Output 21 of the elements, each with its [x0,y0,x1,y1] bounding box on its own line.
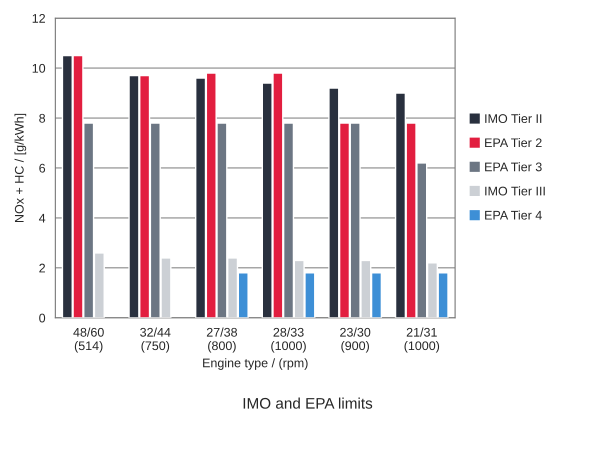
y-tick-label: 6 [39,164,46,173]
x-tick-label: 48/60 (514) [73,328,104,353]
y-tick-label: 4 [38,214,46,222]
x-tick-label: 27/38 (800) [206,328,238,353]
legend-label: IMO Tier III [485,186,545,196]
y-tick-label: 8 [39,114,46,123]
text: IMO and EPA limits [244,398,372,409]
x-tick-label: 28/33 (1000) [271,328,306,353]
x-tick-label: 23/30 (900) [340,328,370,353]
legend-label: IMO Tier II [485,114,542,124]
y-tick-label: 0 [39,314,46,322]
x-tick-label: 32/44 (750) [140,328,171,353]
legend-label: EPA Tier 2 [485,138,542,148]
y-tick-label: 10 [32,64,46,73]
y-tick-label: 2 [39,264,45,272]
x-axis-title: Engine type / (rpm) [203,358,308,370]
legend-label: EPA Tier 3 [485,162,542,172]
legend-label: EPA Tier 4 [485,210,542,220]
y-tick-label: 12 [32,14,45,23]
x-tick-label: 21/31 (1000) [404,328,440,353]
y-axis-title: NOx + HC / [g/kWh] [14,114,26,222]
